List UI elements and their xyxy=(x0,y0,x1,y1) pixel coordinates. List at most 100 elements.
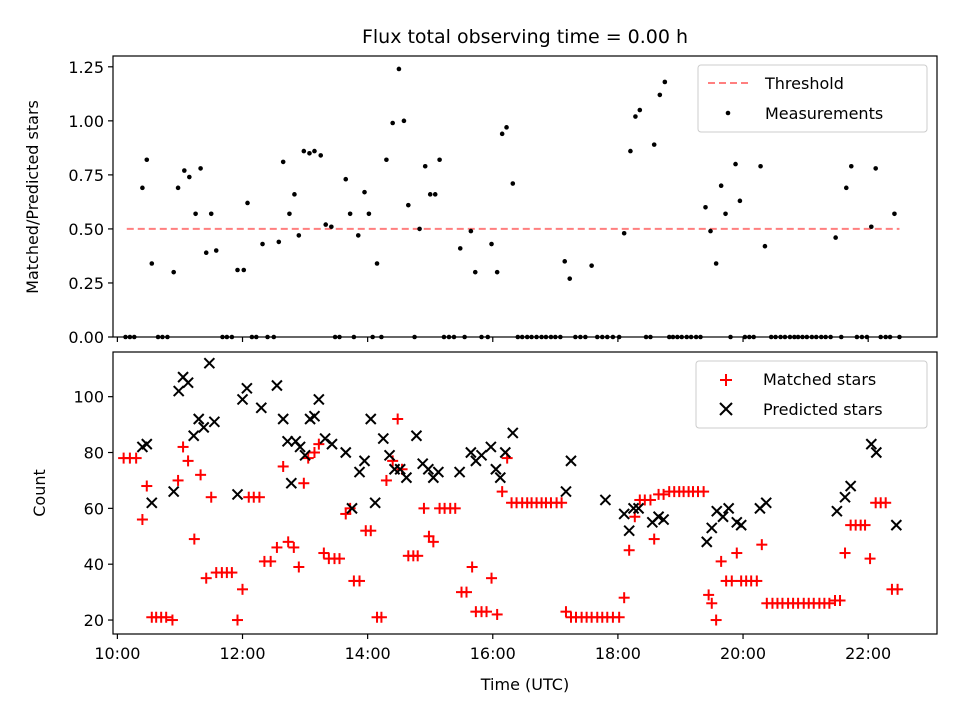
bottom-x-tick-label: 18:00 xyxy=(595,644,641,663)
measurements-legend-label: Measurements xyxy=(765,104,883,123)
matched-point xyxy=(226,567,238,579)
measurement-point xyxy=(390,120,395,126)
measurement-point xyxy=(510,181,516,186)
predicted-point xyxy=(499,446,511,459)
measurement-point xyxy=(782,334,788,340)
predicted-point xyxy=(870,446,883,459)
top-y-tick-label: 0.25 xyxy=(68,274,104,293)
matched-point xyxy=(703,589,715,601)
matched-point xyxy=(282,536,294,548)
bottom-y-tick-label: 60 xyxy=(84,499,104,518)
matched-point xyxy=(392,413,404,425)
bottom-plot-area: 20 40 60 80 100 10:00 12:00 14:00 16:00 18:00 20:0… xyxy=(73,351,938,663)
predicted-point xyxy=(422,463,435,475)
measurement-point xyxy=(688,334,694,340)
measurement-point xyxy=(838,334,844,340)
measurement-point xyxy=(131,334,137,340)
matched-point xyxy=(412,550,424,562)
predicted-point xyxy=(146,497,158,509)
measurement-point xyxy=(758,163,763,169)
measurement-point xyxy=(693,334,699,340)
measurement-point xyxy=(543,334,549,340)
measurement-point xyxy=(451,334,457,340)
predicted-point xyxy=(599,494,612,506)
matched-point xyxy=(466,561,478,573)
predicted-point xyxy=(735,519,747,531)
measurement-point xyxy=(529,334,534,340)
measurement-point xyxy=(548,334,554,340)
matched-point xyxy=(859,519,871,531)
matched-point xyxy=(288,541,300,553)
top-chart-title: Flux total observing time = 0.00 h xyxy=(362,26,688,48)
bottom-x-tick-label: 10:00 xyxy=(94,644,140,663)
predicted-point xyxy=(182,377,194,389)
matched-point xyxy=(318,547,330,559)
predicted-point xyxy=(277,413,289,425)
measurement-point xyxy=(422,163,428,169)
measurement-point xyxy=(558,334,563,340)
predicted-point xyxy=(193,413,205,425)
predicted-point xyxy=(485,441,497,453)
bottom-x-tick-label: 12:00 xyxy=(219,644,265,663)
matched-point xyxy=(308,447,320,459)
predicted-point xyxy=(865,438,878,450)
matched-point xyxy=(166,614,178,626)
measurement-point xyxy=(224,334,230,340)
measurement-point xyxy=(280,159,286,165)
measurement-point xyxy=(446,334,452,340)
measurement-point xyxy=(589,263,594,268)
measurement-point xyxy=(432,192,438,197)
measurement-point xyxy=(366,211,372,217)
matched-point xyxy=(864,553,876,565)
predicted-legend-swatch xyxy=(719,402,733,416)
measurement-point xyxy=(828,334,833,340)
predicted-point xyxy=(890,519,903,531)
matched-point xyxy=(427,536,439,548)
matched-point xyxy=(277,460,289,472)
matched-point xyxy=(756,539,768,551)
predicted-point xyxy=(377,432,389,445)
matched-point xyxy=(340,508,352,520)
measurement-point xyxy=(800,334,805,340)
measurement-point xyxy=(384,157,389,163)
matched-point xyxy=(613,611,625,623)
top-legend: Threshold Measurements xyxy=(697,64,928,133)
measurements-legend-swatch xyxy=(725,110,731,116)
measurement-point xyxy=(175,185,181,191)
measurement-point xyxy=(370,334,375,340)
measurement-point xyxy=(318,153,324,158)
matched-point xyxy=(706,597,718,609)
measurement-point xyxy=(123,334,128,340)
predicted-point xyxy=(560,485,572,498)
measurement-point xyxy=(144,157,150,163)
measurement-point xyxy=(637,107,643,113)
predicted-point xyxy=(208,416,221,428)
measurement-point xyxy=(312,148,317,154)
predicted-point xyxy=(299,449,311,462)
predicted-point xyxy=(565,455,577,467)
predicted-point xyxy=(141,438,153,450)
predicted-point xyxy=(203,357,216,369)
matched-point xyxy=(182,455,194,467)
measurement-point xyxy=(355,233,361,238)
predicted-point xyxy=(507,427,519,439)
matched-point xyxy=(623,544,635,556)
measurement-point xyxy=(878,334,883,340)
measurement-point xyxy=(873,166,878,171)
measurement-point xyxy=(768,334,774,340)
measurement-point xyxy=(648,334,653,340)
measurement-point xyxy=(165,334,170,340)
measurement-point xyxy=(140,185,145,191)
top-series-0 xyxy=(123,66,902,340)
measurement-point xyxy=(823,334,828,340)
top-y-tick-label: 1.25 xyxy=(68,58,104,77)
measurement-point xyxy=(616,334,622,340)
measurement-point xyxy=(892,211,897,217)
top-plot-area: 0.00 0.25 0.50 0.75 1.00 1.25 xyxy=(68,55,938,347)
measurement-point xyxy=(296,233,302,238)
measurement-point xyxy=(160,334,165,340)
measurement-point xyxy=(494,269,500,275)
top-y-axis-label: Matched/Predicted stars xyxy=(23,100,42,294)
measurement-point xyxy=(253,334,259,340)
predicted-point xyxy=(400,471,413,484)
